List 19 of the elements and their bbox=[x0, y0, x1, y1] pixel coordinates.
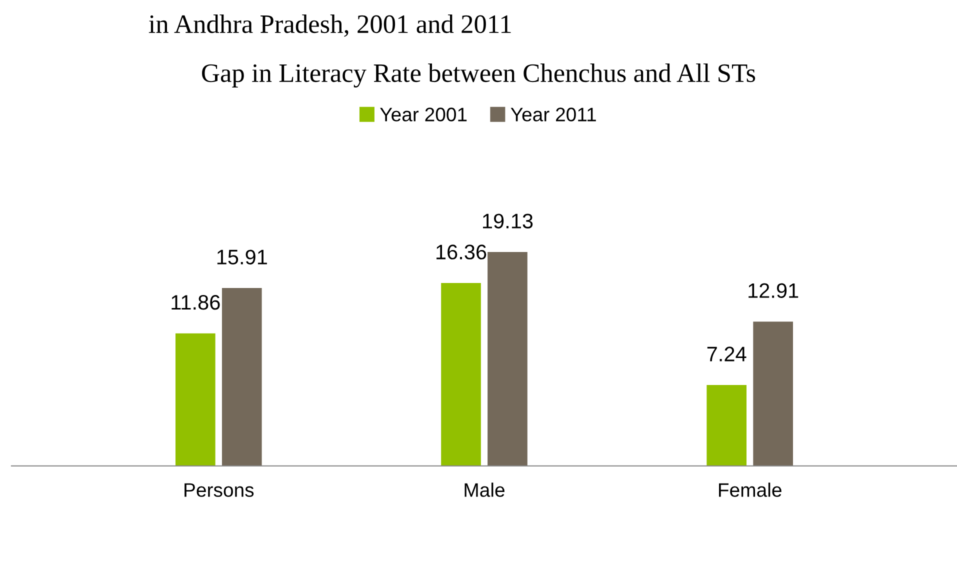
legend-label: Year 2011 bbox=[510, 108, 596, 122]
chart-title: Gap in Literacy Rate between Chenchus and All STs bbox=[202, 64, 756, 88]
bar bbox=[175, 333, 216, 466]
x-tick-label: Persons bbox=[184, 483, 254, 497]
x-tick-label: Male bbox=[464, 482, 504, 497]
text: in Andhra Pradesh, 2001 and 2011 bbox=[148, 14, 511, 37]
bar bbox=[753, 322, 793, 466]
bar bbox=[441, 282, 481, 466]
x-tick-label: Female bbox=[719, 482, 782, 497]
bar bbox=[706, 384, 747, 466]
data-label: 16.36 bbox=[436, 244, 486, 260]
data-label: 11.86 bbox=[172, 295, 220, 310]
bar bbox=[488, 252, 528, 466]
bar bbox=[222, 288, 262, 466]
data-label: 12.91 bbox=[748, 283, 798, 298]
legend-label: Year 2001 bbox=[380, 108, 467, 122]
data-label: 19.13 bbox=[483, 214, 533, 228]
data-label: 7.24 bbox=[707, 346, 746, 362]
data-label: 15.91 bbox=[217, 250, 267, 264]
